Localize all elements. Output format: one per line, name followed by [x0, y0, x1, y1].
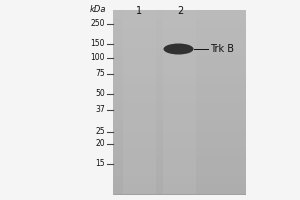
- Ellipse shape: [164, 44, 194, 54]
- FancyBboxPatch shape: [112, 47, 246, 56]
- Text: Trk B: Trk B: [210, 44, 234, 54]
- Text: 1: 1: [136, 6, 142, 16]
- FancyBboxPatch shape: [112, 10, 246, 19]
- Text: 100: 100: [91, 53, 105, 62]
- FancyBboxPatch shape: [112, 93, 246, 102]
- FancyBboxPatch shape: [112, 10, 246, 194]
- Text: 75: 75: [95, 70, 105, 78]
- FancyBboxPatch shape: [112, 102, 246, 111]
- FancyBboxPatch shape: [246, 0, 300, 200]
- FancyBboxPatch shape: [164, 10, 196, 194]
- FancyBboxPatch shape: [112, 166, 246, 176]
- FancyBboxPatch shape: [112, 157, 246, 166]
- Text: kDa: kDa: [90, 5, 106, 14]
- Text: 20: 20: [95, 140, 105, 148]
- FancyBboxPatch shape: [112, 120, 246, 130]
- Text: 25: 25: [95, 128, 105, 136]
- FancyBboxPatch shape: [112, 65, 246, 74]
- Text: 150: 150: [91, 40, 105, 48]
- FancyBboxPatch shape: [112, 139, 246, 148]
- FancyBboxPatch shape: [112, 28, 246, 38]
- FancyBboxPatch shape: [0, 0, 112, 200]
- FancyBboxPatch shape: [112, 56, 246, 65]
- FancyBboxPatch shape: [123, 10, 156, 194]
- Text: 50: 50: [95, 90, 105, 98]
- FancyBboxPatch shape: [112, 74, 246, 84]
- FancyBboxPatch shape: [112, 38, 246, 47]
- FancyBboxPatch shape: [112, 19, 246, 28]
- Text: 250: 250: [91, 20, 105, 28]
- FancyBboxPatch shape: [112, 176, 246, 185]
- FancyBboxPatch shape: [112, 111, 246, 120]
- Text: 15: 15: [95, 160, 105, 168]
- Text: 37: 37: [95, 106, 105, 114]
- FancyBboxPatch shape: [112, 130, 246, 139]
- Text: 2: 2: [177, 6, 183, 16]
- FancyBboxPatch shape: [112, 185, 246, 194]
- FancyBboxPatch shape: [112, 148, 246, 157]
- FancyBboxPatch shape: [112, 84, 246, 93]
